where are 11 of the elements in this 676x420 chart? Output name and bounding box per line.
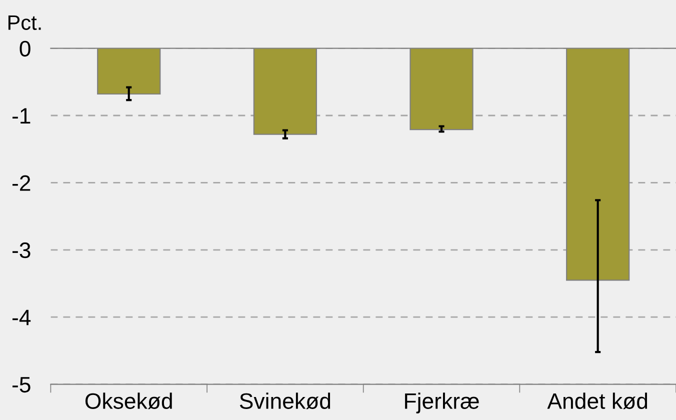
y-tick-label: -3	[12, 242, 30, 258]
x-tick-label: Andet kød	[547, 392, 648, 410]
y-tick-label: -5	[12, 377, 30, 393]
y-tick-label: -2	[12, 175, 30, 191]
y-axis-title: Pct.	[8, 15, 41, 30]
y-tick-label: 0	[20, 40, 30, 57]
x-tick-label: Svinekød	[240, 392, 330, 410]
y-tick-label: -4	[12, 310, 31, 326]
x-tick-label: Fjerkræ	[405, 392, 479, 414]
y-tick-label: -1	[12, 108, 30, 124]
x-tick-label: Oksekød	[85, 392, 172, 410]
